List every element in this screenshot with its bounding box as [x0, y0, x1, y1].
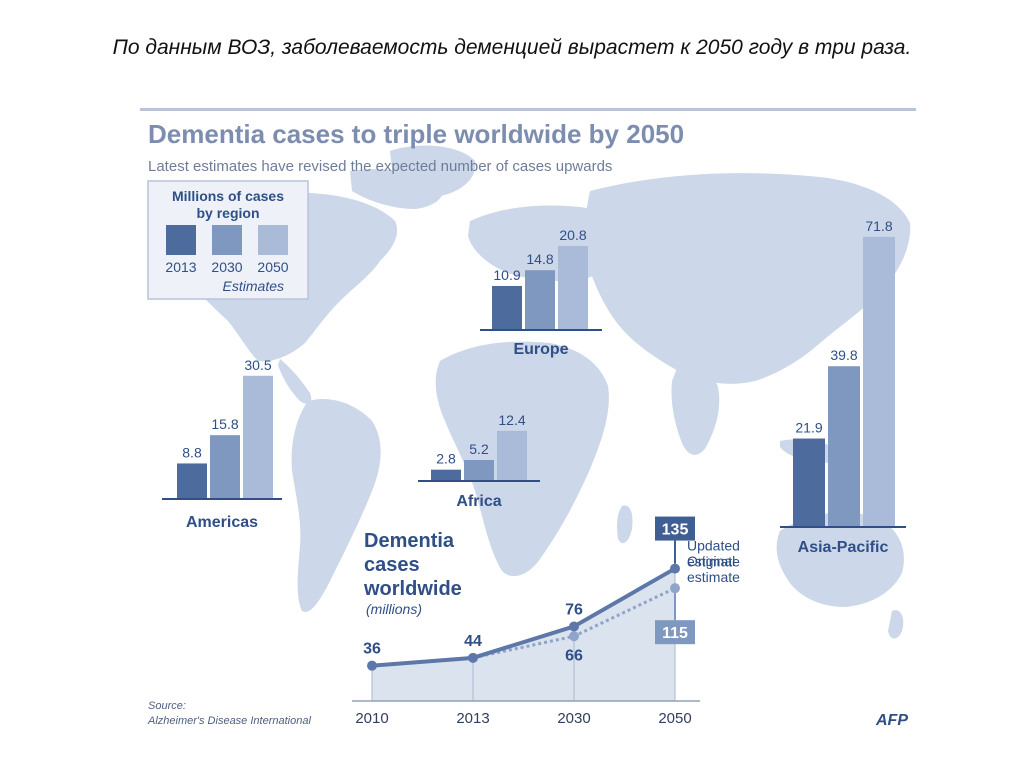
bar-value-label: 8.8 — [182, 444, 202, 460]
source-label: Source: — [148, 700, 186, 712]
bar-value-label: 15.8 — [211, 416, 238, 432]
legend-year-2013: 2013 — [165, 259, 196, 275]
point-label-box-original — [655, 620, 695, 645]
source-name: Alzheimer's Disease International — [147, 715, 311, 727]
bar-europe-2013 — [492, 285, 522, 330]
bar-value-label: 71.8 — [865, 218, 892, 234]
bar-value-label: 39.8 — [830, 347, 857, 363]
bar-asia-pacific-2050 — [863, 236, 895, 527]
legend-title-line1: Millions of cases — [172, 188, 284, 204]
bar-africa-2050 — [497, 430, 527, 481]
bar-group-europe: 10.9 14.8 20.8 Europe — [480, 227, 602, 358]
point-original — [569, 631, 579, 642]
point-label-updated: 36 — [363, 641, 381, 658]
point-label-updated: 135 — [662, 522, 689, 539]
world-map — [177, 145, 911, 639]
bar-group-africa: 2.8 5.2 12.4 Africa — [418, 412, 540, 510]
bar-group-americas: 8.8 15.8 30.5 Americas — [162, 357, 282, 531]
x-tick-label: 2030 — [557, 710, 590, 727]
bar-value-label: 12.4 — [498, 412, 525, 428]
bar-value-label: 10.9 — [493, 267, 520, 283]
region-label: Americas — [186, 514, 258, 531]
line-area — [372, 568, 675, 701]
bar-value-label: 14.8 — [526, 251, 553, 267]
slide-title: По данным ВОЗ, заболеваемость деменцией … — [112, 36, 912, 59]
point-updated — [670, 563, 680, 574]
dementia-infographic: Dementia cases to triple worldwide by 20… — [140, 108, 916, 737]
line-chart-title-line1: Dementia — [364, 530, 455, 552]
series-label-original: Original — [687, 553, 735, 569]
legend-swatch-2050 — [258, 225, 288, 255]
bar-africa-2013 — [431, 469, 461, 481]
bar-europe-2050 — [558, 245, 588, 330]
bar-europe-2030 — [525, 270, 555, 330]
series-label-original: estimate — [687, 569, 740, 585]
line-chart-title-line3: worldwide — [363, 578, 462, 600]
bar-group-asia-pacific: 21.9 39.8 71.8 Asia-Pacific — [780, 218, 906, 556]
point-label-original: 115 — [662, 625, 688, 642]
bar-americas-2030 — [210, 435, 240, 499]
point-updated — [367, 660, 377, 671]
point-label-updated: 76 — [565, 601, 583, 618]
point-label-box-updated — [655, 516, 695, 541]
series-label-updated: Updated — [687, 538, 740, 554]
bar-value-label: 30.5 — [244, 357, 271, 373]
bar-value-label: 21.9 — [795, 420, 822, 436]
bar-asia-pacific-2030 — [828, 366, 860, 527]
legend: Millions of cases by region 2013 2030 20… — [147, 180, 309, 300]
legend-title-line2: by region — [196, 205, 259, 221]
legend-swatch-2013 — [166, 225, 196, 255]
legend-swatch-2030 — [212, 225, 242, 255]
line-chart-title-line2: cases — [364, 554, 420, 576]
worldwide-line-chart: Dementia cases worldwide (millions) 36 44… — [352, 516, 740, 727]
bar-value-label: 2.8 — [436, 451, 456, 467]
legend-year-2030: 2030 — [211, 259, 242, 275]
infographic-canvas: Dementia cases to triple worldwide by 20… — [147, 119, 911, 729]
afp-logo: AFP — [875, 712, 908, 729]
region-label: Asia-Pacific — [798, 539, 889, 556]
bar-value-label: 5.2 — [469, 441, 489, 457]
legend-note: Estimates — [223, 278, 284, 294]
bar-africa-2030 — [464, 459, 494, 481]
series-label-updated: estimate — [687, 554, 740, 570]
point-label-updated: 44 — [464, 633, 482, 650]
bar-americas-2013 — [177, 463, 207, 499]
regional-bars: 8.8 15.8 30.5 Americas 10.9 14.8 20.8 Europe 2.8… — [162, 218, 906, 556]
infographic-subtitle: Latest estimates have revised the expect… — [148, 158, 612, 175]
x-tick-label: 2050 — [658, 710, 691, 727]
bar-americas-2050 — [243, 375, 273, 499]
bar-value-label: 20.8 — [559, 227, 586, 243]
region-label: Europe — [513, 341, 568, 358]
infographic-title: Dementia cases to triple worldwide by 20… — [148, 119, 684, 149]
bar-asia-pacific-2013 — [793, 438, 825, 527]
x-tick-label: 2013 — [456, 710, 489, 727]
point-updated — [569, 621, 579, 632]
legend-year-2050: 2050 — [257, 259, 288, 275]
line-updated-estimate — [371, 566, 676, 668]
point-original — [670, 583, 680, 594]
point-label-original: 66 — [565, 647, 583, 664]
region-label: Africa — [456, 493, 501, 510]
line-chart-unit: (millions) — [366, 601, 422, 617]
x-tick-label: 2010 — [355, 710, 388, 727]
point-updated — [468, 652, 478, 663]
